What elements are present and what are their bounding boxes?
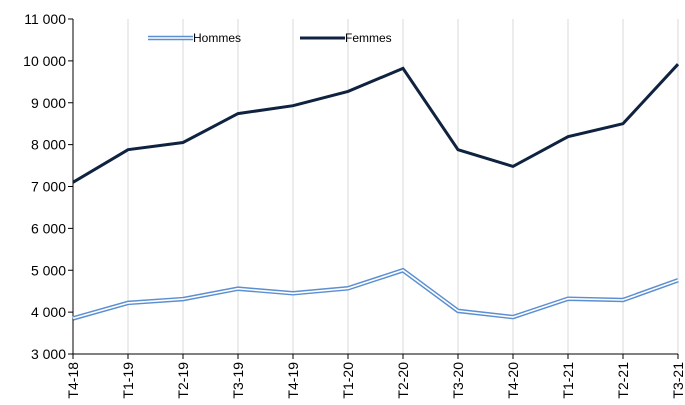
x-tick-label: T4-18 [65, 362, 81, 399]
y-tick-label: 10 000 [23, 53, 66, 69]
legend: Hommes Femmes [148, 31, 392, 45]
y-tick-label: 6 000 [31, 220, 66, 236]
x-tick-label: T2-19 [175, 362, 191, 399]
y-tick-label: 4 000 [31, 304, 66, 320]
y-axis-ticks: 3 000 4 000 5 000 6 000 7 000 8 000 9 000 10 00… [23, 11, 73, 362]
x-tick-label: T4-20 [505, 362, 521, 399]
legend-label-femmes: Femmes [345, 31, 392, 45]
x-tick-label: T2-20 [395, 362, 411, 399]
x-tick-label: T2-21 [615, 362, 631, 399]
y-tick-label: 9 000 [31, 95, 66, 111]
y-tick-label: 7 000 [31, 179, 66, 195]
x-tick-label: T3-19 [230, 362, 246, 399]
series-line-hommes-inner [72, 269, 679, 320]
y-tick-label: 11 000 [24, 11, 66, 27]
y-tick-label: 8 000 [31, 137, 66, 153]
y-tick-label: 5 000 [31, 262, 66, 278]
x-axis-ticks: T4-18 T1-19 T2-19 T3-19 T4-19 T1-20 T2-20 T3-20… [65, 354, 685, 399]
x-tick-label: T4-19 [285, 362, 301, 399]
y-tick-label: 3 000 [31, 346, 66, 362]
legend-label-hommes: Hommes [193, 31, 241, 45]
series-line-hommes [72, 267, 679, 321]
x-tick-label: T3-20 [450, 362, 466, 399]
series-line-femmes [72, 63, 680, 184]
x-tick-label: T3-21 [670, 362, 685, 399]
axes [72, 19, 678, 355]
x-tick-label: T1-19 [120, 362, 136, 399]
x-tick-label: T1-20 [340, 362, 356, 399]
x-tick-label: T1-21 [560, 362, 576, 399]
series-lines [72, 63, 680, 321]
